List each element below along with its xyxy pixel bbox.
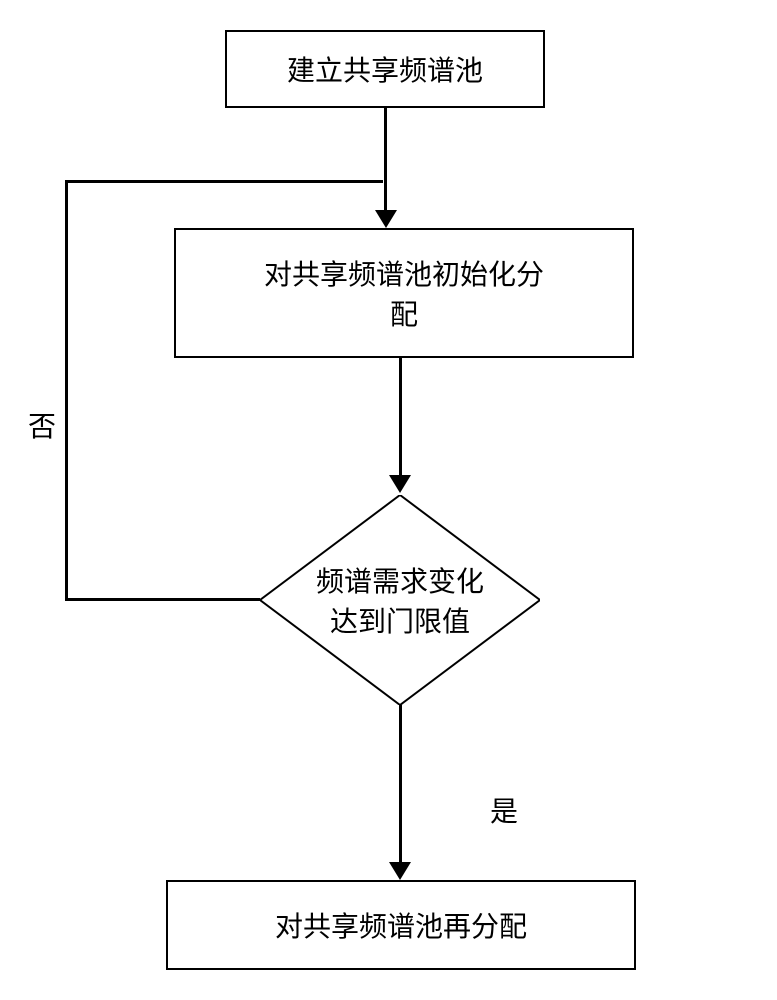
node-text: 建立共享频谱池 <box>287 49 483 89</box>
diamond-text-container: 频谱需求变化 达到门限值 <box>260 495 540 705</box>
node-text-line1: 对共享频谱池初始化分 <box>264 253 544 293</box>
edge-no-h1 <box>65 598 260 601</box>
edge-2-arrow <box>389 475 411 493</box>
node-establish-pool: 建立共享频谱池 <box>225 30 545 108</box>
edge-2 <box>399 358 402 478</box>
edge-no-v <box>65 180 68 601</box>
node-threshold-check: 频谱需求变化 达到门限值 <box>260 495 540 705</box>
node-text-line2: 配 <box>390 293 418 333</box>
diamond-text-line1: 频谱需求变化 <box>316 560 484 600</box>
node-realloc: 对共享频谱池再分配 <box>166 880 636 970</box>
label-no: 否 <box>28 405 56 445</box>
node-init-alloc: 对共享频谱池初始化分 配 <box>174 228 634 358</box>
edge-yes-arrow <box>389 862 411 880</box>
edge-yes <box>399 705 402 865</box>
edge-1 <box>384 108 387 213</box>
node-text: 对共享频谱池再分配 <box>275 905 527 945</box>
label-yes: 是 <box>490 790 518 830</box>
edge-no-h2 <box>65 180 383 183</box>
edge-1-arrow <box>375 210 397 228</box>
diamond-text-line2: 达到门限值 <box>330 600 470 640</box>
